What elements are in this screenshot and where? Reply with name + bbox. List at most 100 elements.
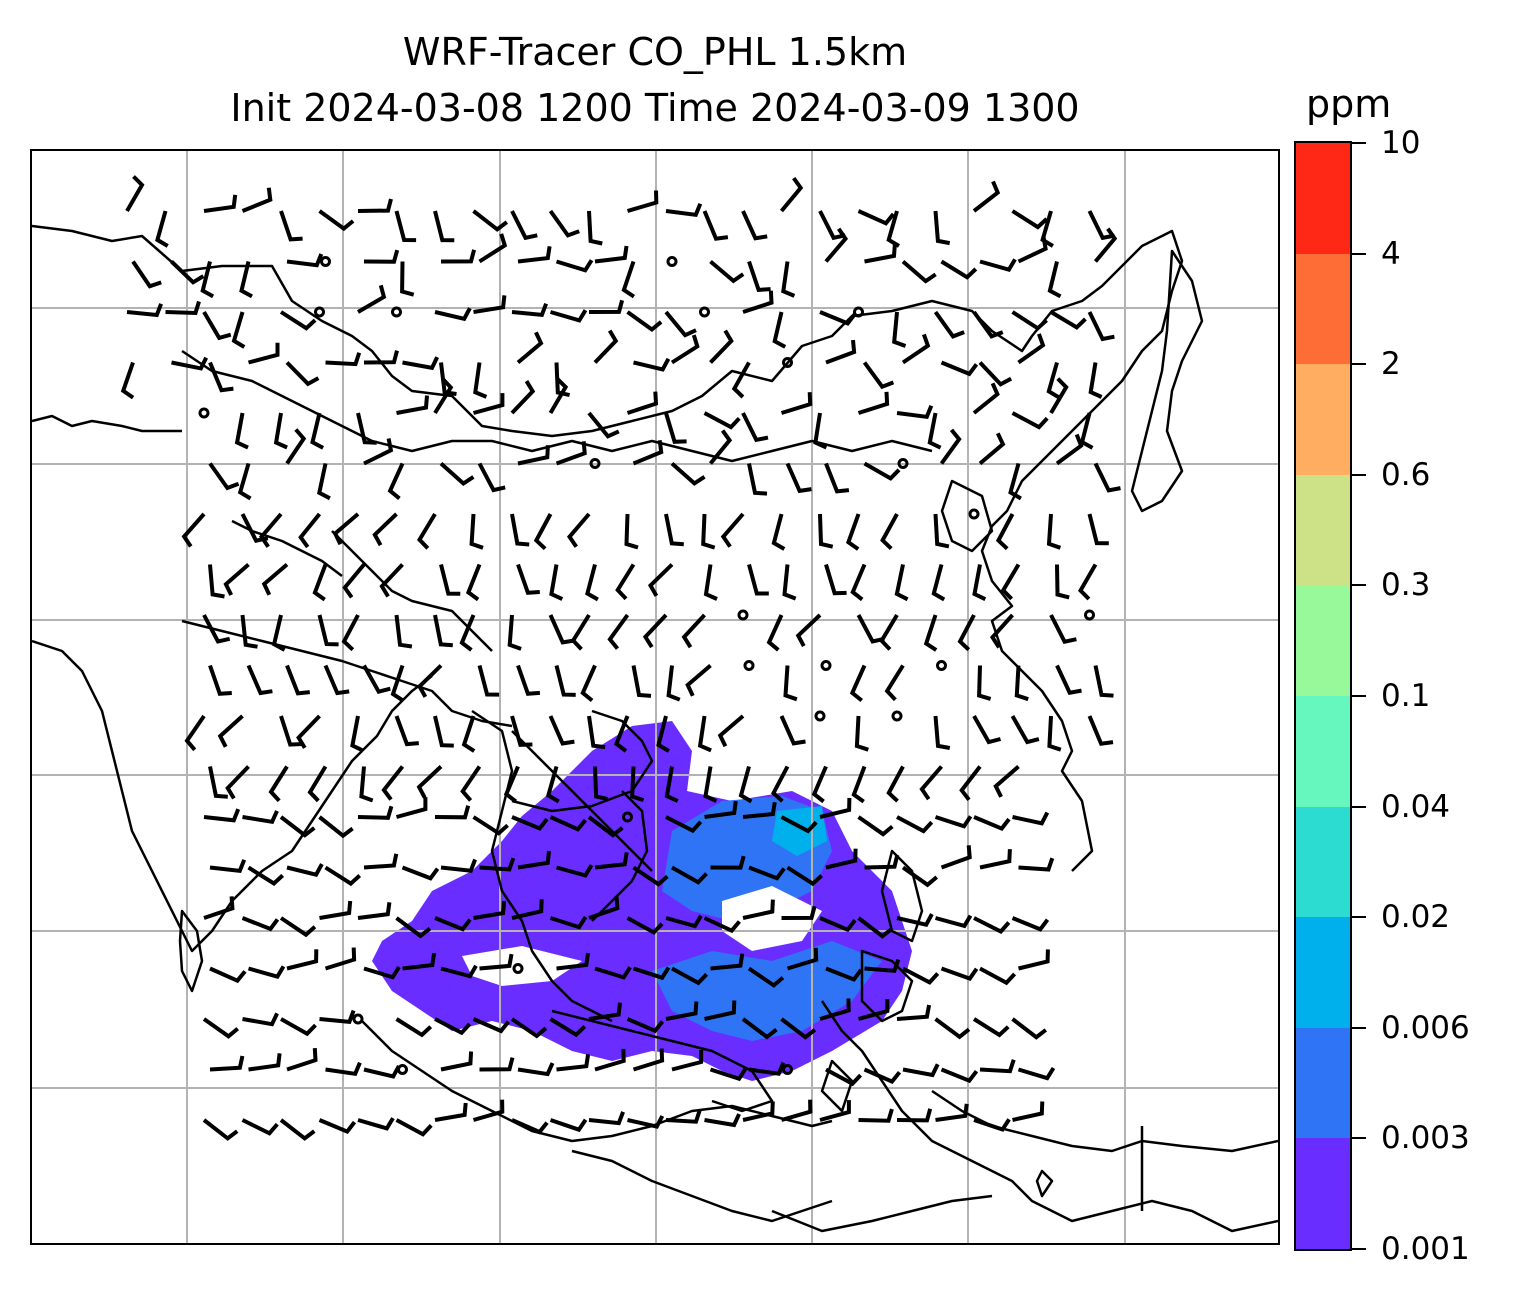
wind-barb <box>217 714 244 748</box>
wind-barb <box>939 428 962 465</box>
wind-barb <box>973 1118 1011 1132</box>
wind-barb <box>510 715 533 747</box>
colorbar-segment <box>1296 696 1350 807</box>
wind-barb <box>927 412 942 450</box>
wind-barb <box>632 1048 665 1072</box>
wind-barb <box>626 1017 665 1034</box>
wind-barb <box>395 916 432 939</box>
wind-barb <box>555 259 594 273</box>
wind-barb <box>901 259 937 284</box>
wind-barb <box>701 513 716 550</box>
wind-barb <box>247 865 285 887</box>
wind-barb <box>886 765 905 803</box>
wind-barb <box>433 377 454 415</box>
colorbar <box>1294 141 1352 1251</box>
wind-barb <box>972 564 987 602</box>
wind-barb <box>819 916 857 933</box>
wind-barb <box>780 392 813 415</box>
wind-barb <box>863 461 901 481</box>
colorbar-tick <box>1352 916 1366 919</box>
colorbar-tick <box>1352 1137 1366 1140</box>
wind-barb <box>1093 227 1118 263</box>
wind-barb <box>896 404 934 419</box>
calm-marker <box>891 710 903 722</box>
wind-barb <box>387 462 405 500</box>
wind-barb <box>312 563 328 602</box>
wind-barb <box>477 664 500 697</box>
wind-barb <box>615 563 636 601</box>
wind-barb <box>864 854 900 870</box>
wind-barb <box>395 1017 433 1038</box>
wind-barb <box>631 665 652 698</box>
wind-barb <box>479 857 516 872</box>
wind-barb <box>242 810 279 825</box>
wind-barb <box>738 765 753 804</box>
wind-barb <box>670 334 700 365</box>
colorbar-tick-label: 0.001 <box>1381 1231 1470 1267</box>
wind-barb <box>556 1054 591 1072</box>
wind-barb <box>549 815 587 832</box>
wind-barb <box>298 512 322 549</box>
wind-barb <box>972 382 1000 415</box>
colorbar-tick <box>1352 584 1366 587</box>
calm-marker <box>666 256 678 267</box>
wind-barb <box>783 665 798 702</box>
calm-marker <box>897 458 909 469</box>
wind-barb <box>310 412 325 450</box>
wind-barb <box>593 329 619 364</box>
wind-barb <box>624 513 639 550</box>
wind-barb <box>318 1118 357 1135</box>
wind-barb <box>434 307 472 322</box>
wind-barb <box>940 360 979 377</box>
wind-barb <box>742 290 774 314</box>
wind-barb <box>279 815 316 838</box>
map-title-line1: WRF-Tracer CO_PHL 1.5km <box>402 30 908 74</box>
wind-barb <box>933 310 965 339</box>
wind-barb <box>440 249 477 264</box>
wind-barb <box>268 765 289 803</box>
wind-barb <box>170 260 205 285</box>
wind-barb <box>503 765 520 804</box>
colorbar-tick <box>1352 1026 1366 1029</box>
wind-barb <box>854 715 869 752</box>
wind-barb <box>665 1109 702 1124</box>
wind-barb <box>261 562 289 596</box>
wind-barb <box>747 966 785 988</box>
wind-barb <box>748 865 786 881</box>
wind-barb <box>896 1108 933 1123</box>
wind-barb <box>665 202 703 217</box>
wind-barb <box>782 564 797 601</box>
wind-barb <box>1049 614 1077 644</box>
wind-barb <box>972 310 1004 339</box>
wind-barb <box>324 947 357 971</box>
wind-barb <box>671 1049 704 1072</box>
wind-barb <box>825 339 857 365</box>
wind-barb <box>510 513 530 547</box>
wind-barb <box>849 664 867 703</box>
wind-barb <box>319 1009 356 1025</box>
wind-barb <box>703 564 718 601</box>
colorbar-tick <box>1352 805 1366 808</box>
colorbar-segment <box>1296 917 1350 1028</box>
wind-barbs <box>120 175 1121 1141</box>
wind-barb <box>785 462 812 494</box>
wind-barb <box>394 210 417 243</box>
wind-barb <box>594 245 629 264</box>
wind-barb <box>400 261 415 297</box>
wind-barb <box>341 614 360 652</box>
wind-barb <box>279 210 303 242</box>
wind-barb <box>664 310 697 338</box>
wind-barb <box>593 766 609 802</box>
wind-barb <box>665 1001 699 1021</box>
wind-barb <box>247 342 280 365</box>
tracer-concentration-field <box>372 721 912 1081</box>
map-panel[interactable] <box>30 149 1280 1245</box>
wind-barb <box>181 512 206 548</box>
calm-marker <box>737 609 749 621</box>
wind-barb <box>325 352 362 367</box>
wind-barb <box>439 362 457 396</box>
wind-barb <box>626 310 663 333</box>
wind-barb <box>846 513 861 551</box>
wind-barb <box>401 865 440 881</box>
wind-barb <box>126 303 163 318</box>
